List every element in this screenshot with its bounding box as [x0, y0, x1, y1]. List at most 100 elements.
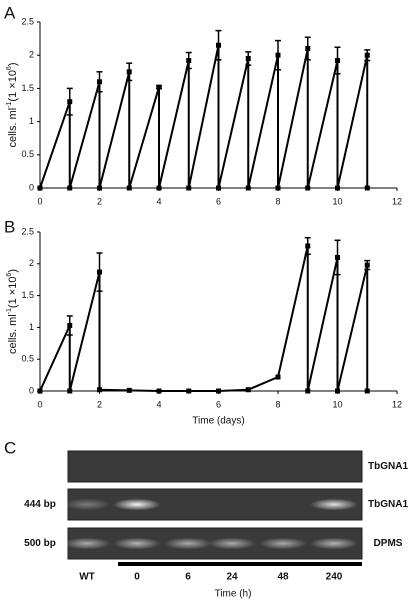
marker	[186, 388, 192, 394]
marker	[67, 388, 73, 394]
marker	[67, 322, 73, 328]
marker	[216, 42, 221, 48]
x-tick-label: 4	[156, 399, 161, 409]
y-axis-label: cells. ml-1(1 ×106)	[6, 269, 19, 354]
marker	[126, 185, 132, 191]
marker	[97, 79, 102, 85]
marker	[126, 387, 132, 393]
y-tick-label: 2.5	[21, 226, 34, 236]
gene-name: TbGNA1	[368, 499, 408, 510]
panel-label: C	[4, 438, 16, 457]
gel-band	[310, 537, 358, 550]
gel-band	[113, 498, 161, 511]
marker	[97, 269, 102, 275]
y-tick-label: 0.5	[21, 149, 34, 159]
y-label-part: -1	[6, 308, 13, 314]
marker	[305, 46, 311, 52]
marker	[335, 388, 340, 394]
marker	[275, 52, 281, 58]
series-line	[39, 245, 369, 392]
lane-label: 6	[185, 572, 191, 583]
marker	[335, 185, 340, 191]
marker	[364, 388, 370, 394]
x-axis-label: Time (days)	[192, 416, 244, 427]
marker	[186, 185, 192, 191]
y-tick-label: 2	[29, 50, 34, 60]
y-label-part: 6	[6, 66, 13, 70]
marker	[97, 185, 102, 191]
panel-label: A	[4, 3, 16, 22]
x-tick-label: 12	[392, 196, 402, 206]
y-tick-label: 2	[29, 258, 34, 268]
marker	[245, 185, 251, 191]
lane-label: 48	[277, 572, 289, 583]
x-tick-label: 2	[97, 196, 102, 206]
y-label-part: 6	[6, 273, 13, 277]
gel-x-label: Time (h)	[215, 589, 252, 600]
y-tick-label: 1.5	[21, 83, 34, 93]
gel-band	[164, 537, 212, 550]
x-tick-label: 6	[216, 196, 221, 206]
x-tick-label: 10	[332, 196, 342, 206]
marker	[275, 185, 281, 191]
marker	[364, 52, 370, 58]
marker	[186, 58, 192, 64]
marker	[335, 58, 340, 64]
x-tick-label: 4	[156, 196, 161, 206]
y-label-part: -1	[6, 101, 13, 107]
y-label-part: cells. ml	[7, 314, 19, 354]
marker	[364, 185, 370, 191]
x-tick-label: 10	[332, 399, 342, 409]
y-tick-label: 1.5	[21, 290, 34, 300]
gel-band	[113, 537, 161, 550]
y-tick-label: 1	[29, 116, 34, 126]
lane-label: 240	[326, 572, 343, 583]
gel-row	[67, 450, 363, 483]
band-size: 500 bp	[24, 538, 56, 549]
lane-label: 0	[134, 572, 140, 583]
marker	[97, 387, 102, 393]
marker	[126, 69, 132, 75]
marker	[305, 185, 311, 191]
gel-band	[310, 498, 358, 511]
gel-band	[63, 498, 111, 511]
y-tick-label: 0	[29, 182, 34, 192]
y-label-part: cells. ml	[7, 108, 19, 148]
gene-name: TbGNA1	[368, 461, 408, 472]
marker	[364, 262, 370, 268]
gel-band	[63, 537, 111, 550]
marker	[156, 388, 162, 394]
y-label-part: )	[7, 269, 19, 273]
band-size: 444 bp	[24, 499, 56, 510]
marker	[37, 388, 43, 394]
gel-band	[259, 537, 307, 550]
x-tick-label: 8	[275, 196, 280, 206]
gene-name: DPMS	[374, 538, 403, 549]
series-line	[39, 45, 369, 189]
marker	[67, 99, 73, 105]
marker	[67, 185, 73, 191]
x-tick-label: 0	[37, 196, 42, 206]
x-tick-label: 6	[216, 399, 221, 409]
y-tick-label: 0.5	[21, 354, 34, 364]
marker	[216, 388, 221, 394]
marker	[216, 185, 221, 191]
y-tick-label: 0	[29, 385, 34, 395]
x-tick-label: 0	[37, 399, 42, 409]
marker	[305, 388, 311, 394]
x-tick-label: 12	[392, 399, 402, 409]
gel-band	[208, 537, 256, 550]
y-label-part: )	[7, 62, 19, 66]
marker	[37, 185, 43, 191]
y-tick-label: 2.5	[21, 16, 34, 26]
y-tick-label: 1	[29, 322, 34, 332]
marker	[156, 185, 162, 191]
marker	[275, 374, 281, 380]
marker	[335, 254, 340, 260]
x-tick-label: 2	[97, 399, 102, 409]
time-bar	[118, 562, 362, 566]
lane-label: WT	[79, 572, 95, 583]
panel-label: B	[4, 217, 15, 236]
y-label-part: (1 ×10	[7, 70, 19, 102]
